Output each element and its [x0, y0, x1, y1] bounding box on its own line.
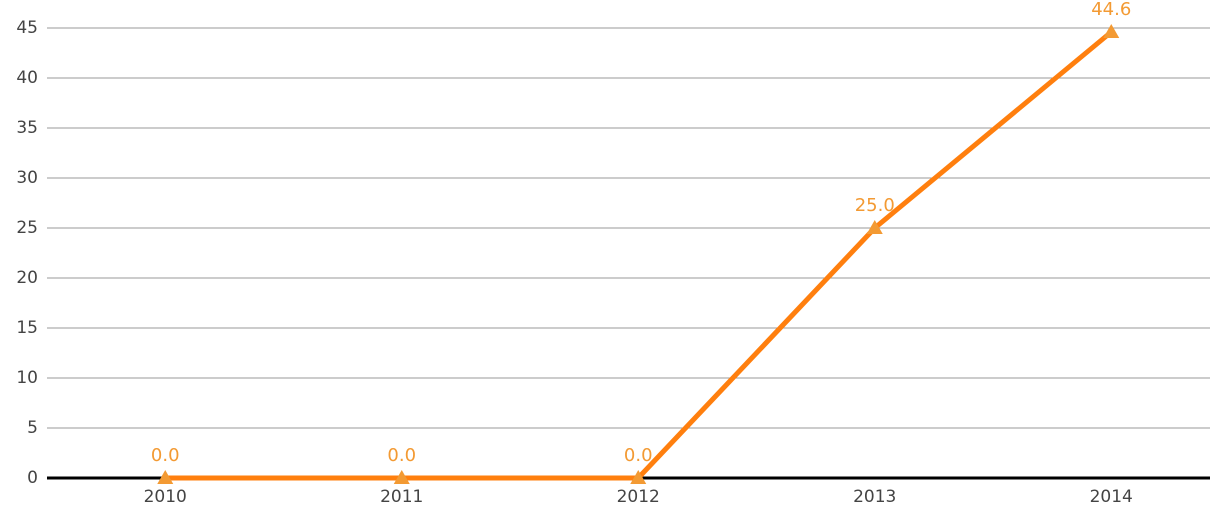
value-label: 0.0 — [387, 445, 416, 466]
y-tick-label: 15 — [16, 318, 38, 338]
marker — [393, 470, 410, 484]
y-tick-label: 10 — [16, 368, 38, 388]
marker — [1103, 24, 1120, 38]
y-tick-label: 25 — [16, 218, 38, 238]
y-tick-label: 30 — [16, 168, 38, 188]
x-tick-label: 2010 — [144, 487, 187, 507]
value-label: 0.0 — [624, 445, 653, 466]
value-label: 25.0 — [855, 195, 895, 216]
y-tick-label: 20 — [16, 268, 38, 288]
value-label: 0.0 — [151, 445, 180, 466]
y-tick-label: 45 — [16, 18, 38, 38]
data-line — [165, 30, 1113, 481]
x-tick-label: 2014 — [1090, 487, 1133, 507]
value-label: 44.6 — [1091, 0, 1131, 20]
x-tick-label: 2011 — [380, 487, 423, 507]
x-tick-label: 2013 — [853, 487, 896, 507]
y-tick-label: 35 — [16, 118, 38, 138]
marker — [157, 470, 174, 484]
marker — [630, 470, 647, 484]
y-tick-label: 0 — [27, 468, 38, 488]
x-tick-label: 2012 — [617, 487, 660, 507]
y-tick-label: 5 — [27, 418, 38, 438]
marker — [866, 220, 883, 234]
y-tick-label: 40 — [16, 68, 38, 88]
